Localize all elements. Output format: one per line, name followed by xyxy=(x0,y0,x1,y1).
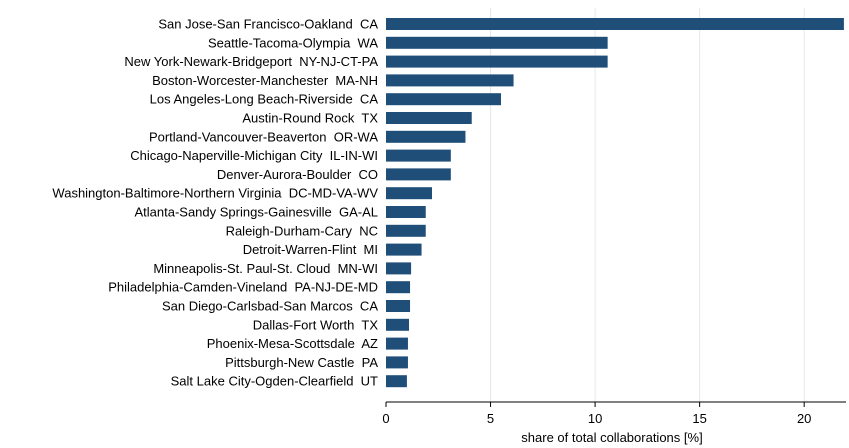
gridlines xyxy=(490,8,805,402)
bar xyxy=(386,36,608,49)
bar xyxy=(386,281,411,294)
category-labels: San Jose-San Francisco-Oakland CA Seattle… xyxy=(52,17,378,389)
category-label: Austin-Round Rock TX xyxy=(242,111,378,126)
category-label: Los Angeles-Long Beach-Riverside CA xyxy=(150,92,379,107)
x-tick-label: 0 xyxy=(382,411,389,426)
bar xyxy=(386,130,466,143)
category-label: San Diego-Carlsbad-San Marcos CA xyxy=(162,299,378,314)
bar xyxy=(386,318,409,331)
bar xyxy=(386,206,426,218)
category-label: Pittsburgh-New Castle PA xyxy=(225,355,378,370)
bar xyxy=(386,55,608,68)
category-label: Phoenix-Mesa-Scottsdale AZ xyxy=(207,336,378,351)
category-label: Chicago-Naperville-Michigan City IL-IN-W… xyxy=(130,148,378,163)
category-label: Raleigh-Durham-Cary NC xyxy=(226,223,378,238)
category-label: Portland-Vancouver-Beaverton OR-WA xyxy=(149,129,378,144)
category-label: Washington-Baltimore-Northern Virginia D… xyxy=(52,186,378,201)
category-label: Seattle-Tacoma-Olympia WA xyxy=(208,35,378,50)
bar xyxy=(386,168,451,181)
bar xyxy=(386,375,407,388)
category-label: Dallas-Fort Worth TX xyxy=(253,317,379,332)
category-label: Detroit-Warren-Flint MI xyxy=(243,242,378,257)
category-label: New York-Newark-Bridgeport NY-NJ-CT-PA xyxy=(124,54,378,69)
bar xyxy=(386,243,422,256)
category-label: Philadelphia-Camden-Vineland PA-NJ-DE-MD xyxy=(108,280,378,295)
category-label: Minneapolis-St. Paul-St. Cloud MN-WI xyxy=(153,261,378,276)
bar xyxy=(386,187,432,200)
bar xyxy=(386,337,408,350)
bar xyxy=(386,224,426,237)
x-tick-label: 15 xyxy=(692,411,706,426)
category-label: Salt Lake City-Ogden-Clearfield UT xyxy=(171,374,378,389)
x-tick-label: 20 xyxy=(797,411,811,426)
bar xyxy=(386,74,514,87)
bar xyxy=(386,93,501,106)
bars xyxy=(386,18,844,388)
x-tick-label: 5 xyxy=(487,411,494,426)
category-label: Atlanta-Sandy Springs-Gainesville GA-AL xyxy=(134,205,378,220)
bar xyxy=(386,262,412,275)
x-axis-title: share of total collaborations [%] xyxy=(521,430,702,445)
category-label: Boston-Worcester-Manchester MA-NH xyxy=(152,73,378,88)
category-label: Denver-Aurora-Boulder CO xyxy=(217,167,378,182)
bar xyxy=(386,356,408,369)
x-axis-ticks: 0 5 10 15 20 xyxy=(382,402,811,426)
bar xyxy=(386,18,844,30)
bar xyxy=(386,149,451,162)
bar xyxy=(386,112,472,124)
category-label: San Jose-San Francisco-Oakland CA xyxy=(158,17,378,32)
x-tick-label: 10 xyxy=(588,411,602,426)
bar xyxy=(386,300,411,312)
